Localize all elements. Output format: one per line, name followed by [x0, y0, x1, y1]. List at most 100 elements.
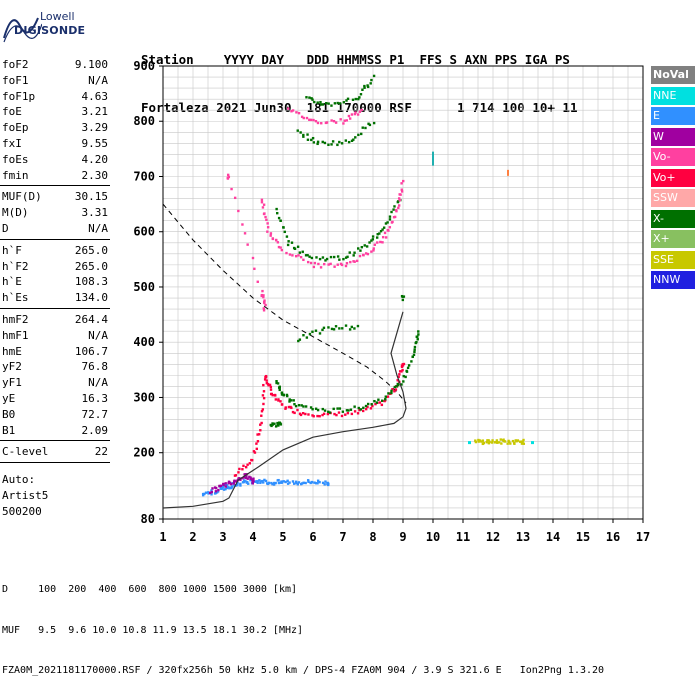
echo-point — [397, 383, 400, 387]
echo-point — [297, 404, 301, 407]
x-tick-label: 9 — [399, 530, 406, 544]
echo-point — [499, 438, 502, 441]
echo-point — [230, 187, 233, 191]
echo-point — [305, 116, 309, 120]
x-tick-label: 8 — [369, 530, 376, 544]
echo-point — [314, 119, 318, 123]
x-tick-label: 6 — [309, 530, 316, 544]
echo-point — [312, 141, 316, 144]
echo-point — [292, 482, 296, 485]
param-value: 2.30 — [81, 168, 109, 182]
echo-point — [369, 407, 373, 410]
echo-point — [274, 394, 277, 397]
autoscaling-info: 500200 — [2, 505, 108, 521]
echo-point — [311, 408, 314, 411]
echo-point — [288, 253, 292, 256]
echo-point — [297, 254, 300, 257]
x-tick-label: 15 — [576, 530, 590, 544]
echo-point — [252, 479, 255, 483]
echo-point — [232, 482, 235, 485]
echo-point — [360, 132, 363, 136]
echo-point — [244, 480, 247, 483]
echo-point — [352, 254, 355, 257]
echo-point — [327, 102, 330, 105]
echo-point — [360, 108, 363, 112]
echo-point — [406, 366, 410, 370]
echo-point — [413, 348, 416, 351]
echo-point — [310, 138, 313, 142]
echo-point — [344, 256, 348, 259]
echo-point — [211, 487, 214, 490]
param-key: yF2 — [2, 360, 22, 374]
echo-point — [363, 244, 366, 247]
param-key: fxI — [2, 137, 22, 150]
echo-point — [319, 266, 323, 269]
echo-point — [264, 215, 267, 219]
echo-point — [383, 231, 387, 235]
echo-point — [348, 328, 352, 331]
echo-point — [224, 485, 227, 488]
echo-point — [221, 485, 225, 488]
echo-point — [401, 295, 404, 298]
echo-point — [259, 481, 262, 485]
legend-item-noval: NoVal — [651, 66, 695, 84]
echo-point — [296, 245, 300, 248]
echo-point — [289, 399, 293, 402]
echo-point — [397, 375, 400, 379]
echo-point — [516, 439, 520, 442]
echo-point — [251, 256, 255, 260]
echo-point — [301, 412, 305, 415]
echo-point — [371, 238, 375, 241]
echo-point — [255, 447, 258, 451]
echo-point — [346, 411, 350, 415]
echo-point — [217, 488, 220, 492]
param-value: N/A — [88, 73, 108, 87]
echo-point — [488, 440, 491, 444]
echo-point — [503, 440, 507, 443]
param-row-hf2: h`F2 265.0 — [2, 260, 108, 276]
legend-item-x: X- — [651, 209, 695, 228]
echo-point — [353, 405, 356, 408]
echo-point — [301, 482, 304, 485]
echo-point — [304, 254, 308, 257]
echo-point — [351, 98, 355, 101]
param-key: yF1 — [2, 376, 22, 390]
echo-point — [271, 422, 274, 425]
echo-point — [247, 482, 250, 485]
echo-point — [246, 480, 249, 484]
echo-point — [293, 411, 296, 415]
echo-point — [269, 232, 273, 235]
echo-point — [362, 406, 365, 410]
echo-point — [220, 487, 223, 491]
echo-point — [416, 338, 419, 341]
echo-point — [241, 476, 244, 480]
echo-point — [265, 381, 269, 385]
param-row-hmf1: hmF1 N/A — [2, 329, 108, 345]
echo-point — [282, 226, 285, 229]
x-tick-label: 5 — [279, 530, 286, 544]
echo-point — [506, 442, 509, 445]
param-separator — [0, 185, 110, 187]
echo-point — [342, 101, 346, 104]
param-value: 265.0 — [74, 259, 108, 273]
echo-point — [518, 440, 522, 443]
echo-point — [310, 97, 313, 100]
param-row-fof1p: foF1p 4.63 — [2, 90, 108, 106]
param-key: MUF(D) — [2, 190, 42, 204]
echo-point — [261, 394, 265, 397]
param-row-ye: yE 16.3 — [2, 392, 108, 408]
legend-item-e: E — [651, 107, 695, 125]
echo-point — [345, 119, 348, 122]
echo-point — [416, 335, 419, 338]
echo-point — [229, 482, 233, 486]
echo-point — [314, 407, 318, 410]
echo-point — [388, 218, 392, 221]
echo-point — [259, 429, 262, 432]
param-value: 2.09 — [81, 423, 109, 437]
echo-point — [246, 477, 249, 480]
param-value: 265.0 — [74, 243, 108, 257]
y-tick-label: 800 — [133, 114, 155, 128]
echo-point — [365, 245, 369, 248]
echo-point — [309, 261, 313, 265]
echo-point — [256, 433, 259, 436]
